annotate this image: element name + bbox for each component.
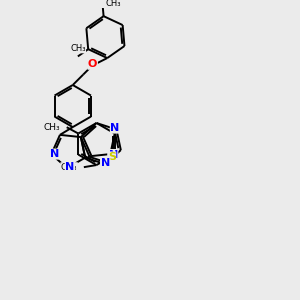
Text: CH₃: CH₃	[105, 0, 121, 8]
Text: N: N	[100, 158, 110, 168]
Text: O: O	[88, 59, 98, 69]
Text: N: N	[50, 149, 59, 159]
Text: CH₃: CH₃	[61, 163, 77, 172]
Text: CH₃: CH₃	[70, 44, 85, 53]
Text: S: S	[108, 152, 116, 162]
Text: N: N	[110, 123, 120, 133]
Text: CH₃: CH₃	[44, 123, 60, 132]
Text: N: N	[109, 149, 118, 160]
Text: N: N	[65, 162, 74, 172]
